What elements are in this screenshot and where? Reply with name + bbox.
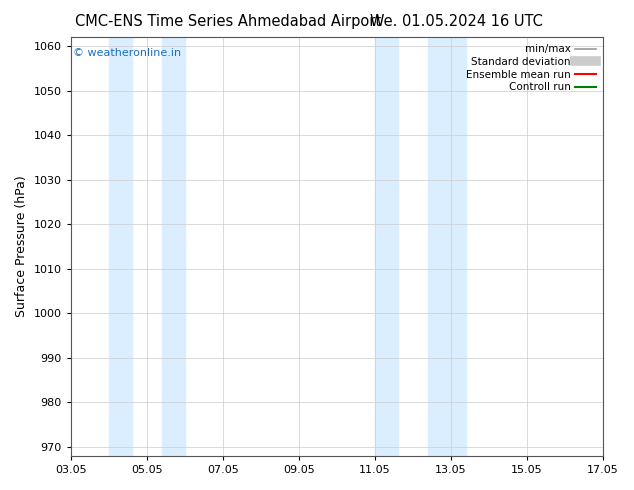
Legend: min/max, Standard deviation, Ensemble mean run, Controll run: min/max, Standard deviation, Ensemble me… [464, 42, 598, 94]
Bar [109, 37, 132, 456]
Bar [428, 37, 466, 456]
Text: CMC-ENS Time Series Ahmedabad Airport: CMC-ENS Time Series Ahmedabad Airport [75, 14, 381, 29]
Bar [375, 37, 398, 456]
Y-axis label: Surface Pressure (hPa): Surface Pressure (hPa) [15, 175, 28, 318]
Bar [162, 37, 184, 456]
Text: © weatheronline.in: © weatheronline.in [74, 48, 181, 57]
Text: We. 01.05.2024 16 UTC: We. 01.05.2024 16 UTC [370, 14, 543, 29]
